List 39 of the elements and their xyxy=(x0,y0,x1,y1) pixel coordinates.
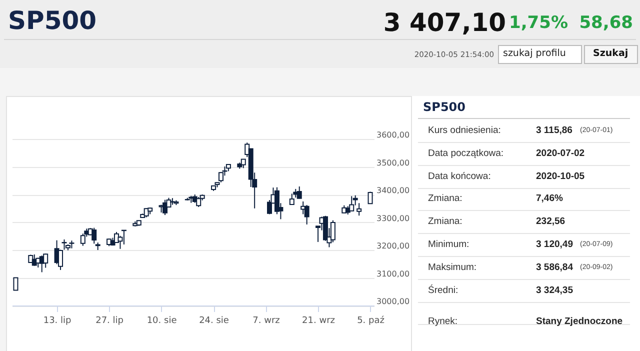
search-field: szukaj profilu xyxy=(498,45,582,64)
text: Maksimum: xyxy=(428,262,477,273)
x-tick-label: 24. sie xyxy=(199,316,230,326)
text: 3 407,10 xyxy=(383,8,506,37)
x-tick-label: 5. paź xyxy=(357,315,385,326)
text: Minimum: xyxy=(428,239,470,250)
text: Data końcowa: xyxy=(428,170,491,182)
y-tick-label: 3000,00 xyxy=(376,297,410,306)
text: Średni: xyxy=(428,284,458,296)
text: Stany Zjednoczone xyxy=(536,316,623,328)
text: 3 120,49 xyxy=(536,239,573,250)
x-tick-label: 13. lip xyxy=(43,316,72,326)
y-tick-label: 3200,00 xyxy=(376,242,410,250)
text: 3 115,86 xyxy=(536,125,572,136)
x-tick-label: 10. sie xyxy=(146,316,178,326)
text: 3 324,35 xyxy=(536,284,573,296)
y-tick-label: 3100,00 xyxy=(376,269,410,278)
search-button: Szukaj xyxy=(584,45,638,64)
y-tick-label: 3600,00 xyxy=(376,130,410,140)
y-tick-label: 3300,00 xyxy=(376,214,410,223)
text: Zmiana: xyxy=(428,216,462,228)
x-tick-label: 7. wrz xyxy=(252,316,280,326)
text: Data początkowa: xyxy=(428,148,504,159)
text: 3 586,84 xyxy=(536,262,573,273)
x-tick-label: 21. wrz xyxy=(302,316,336,326)
text: Rynek: xyxy=(428,316,458,328)
x-tick-label: 27. lip xyxy=(96,316,124,326)
text: 232,56 xyxy=(536,216,566,228)
chart-title: SP500 xyxy=(8,6,97,35)
text: 2020-07-02 xyxy=(536,148,585,159)
text: Zmiana: xyxy=(428,193,462,204)
text: 7,46% xyxy=(536,193,563,204)
y-tick-label: 3500,00 xyxy=(376,158,410,168)
y-tick-label: 3400,00 xyxy=(376,186,410,195)
text: Kurs odniesienia: xyxy=(428,125,501,136)
text: 2020-10-05 xyxy=(536,170,585,182)
text: 58,68 xyxy=(579,13,633,33)
text: 1,75% xyxy=(509,13,568,33)
text: SP500 xyxy=(423,100,466,114)
